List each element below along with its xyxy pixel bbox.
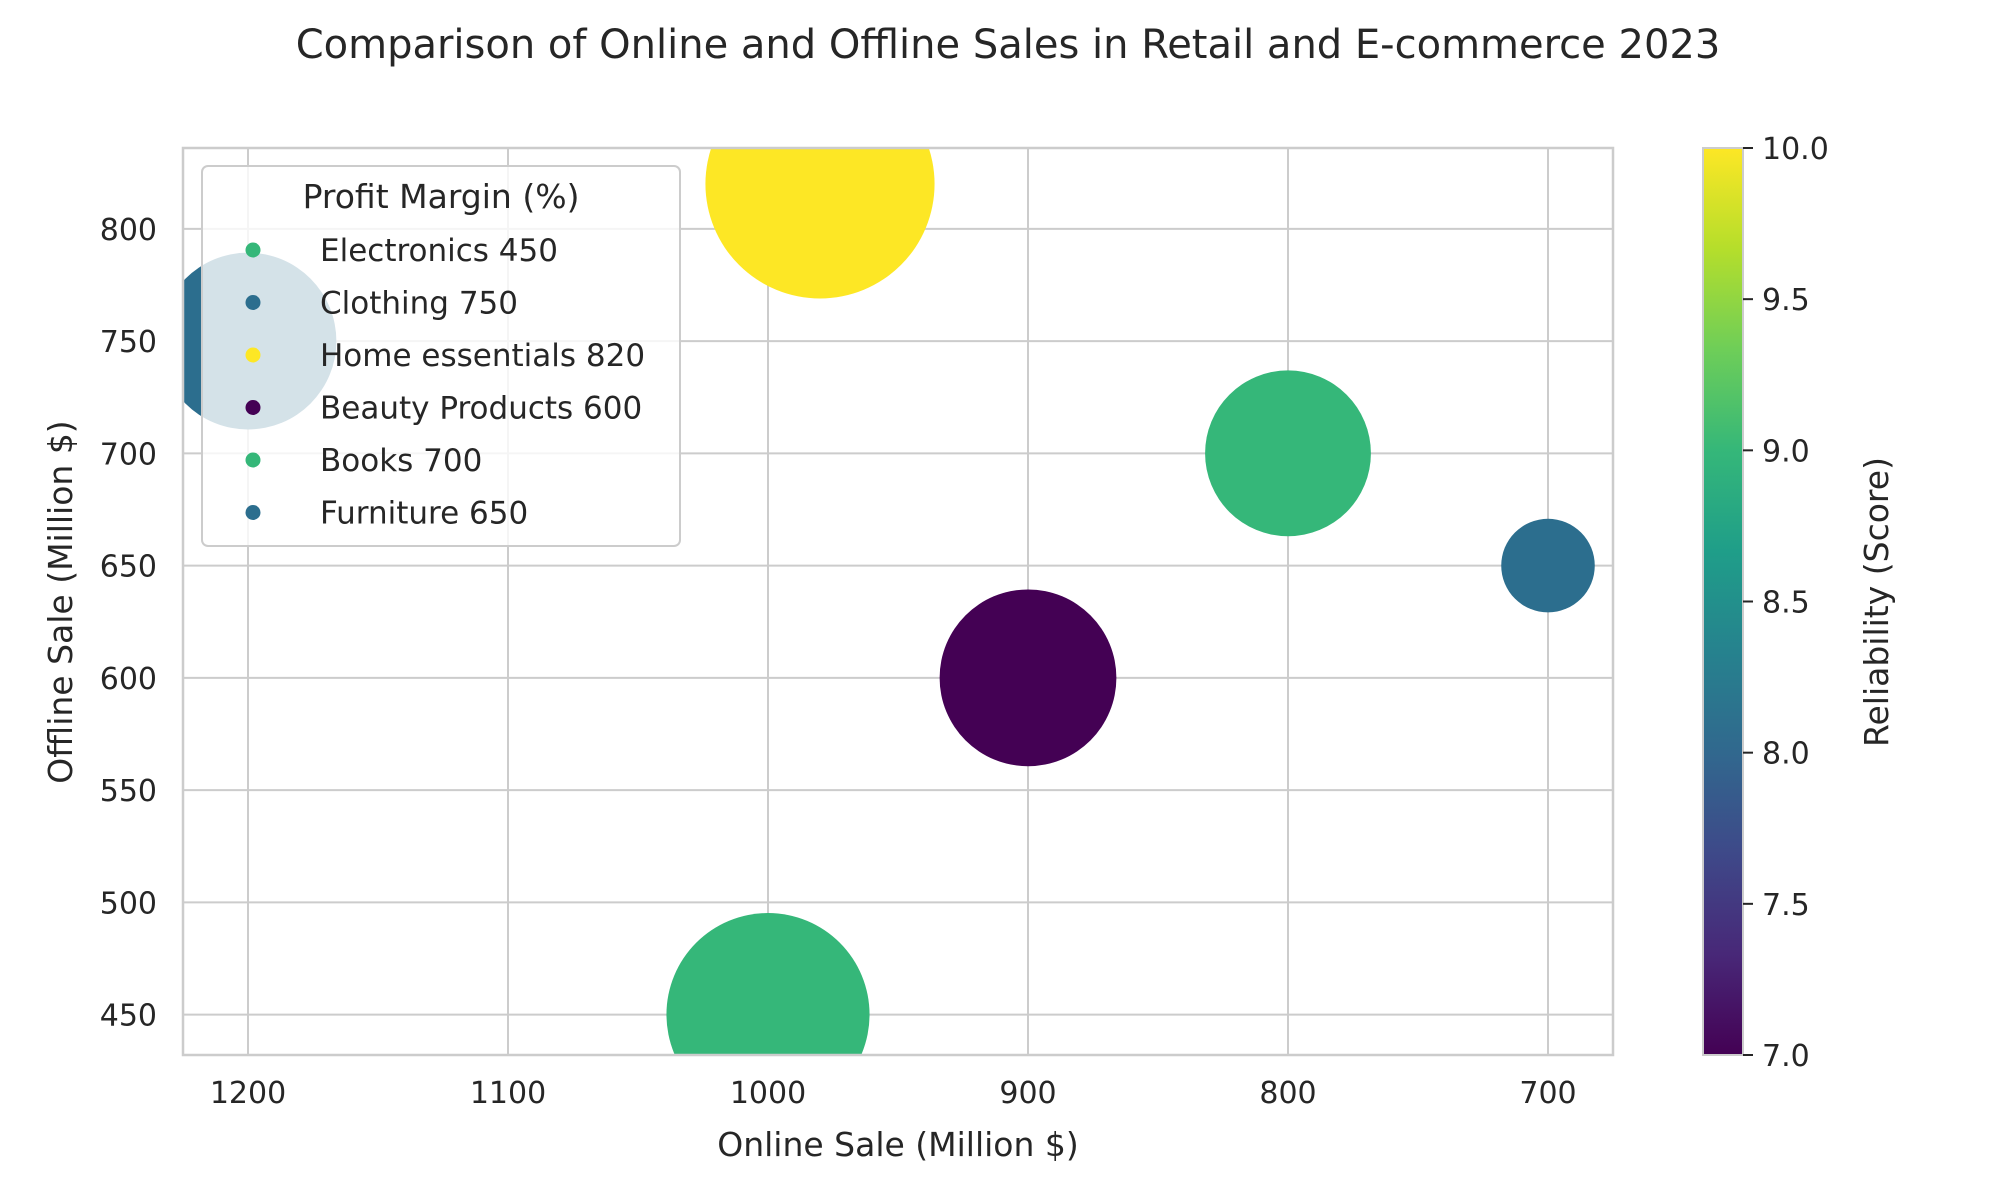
legend-entry-label: Clothing 750 [320,286,518,322]
y-tick-label: 700 [100,437,157,472]
colorbar-tick-label: 9.0 [1762,434,1810,469]
colorbar-tick-label: 10.0 [1762,132,1829,167]
x-tick-labels: 1200 1100 1000 900 800 700 [210,1076,1577,1111]
y-tick-label: 600 [100,662,157,697]
y-tick-label: 500 [100,886,157,921]
chart-title: Comparison of Online and Offline Sales i… [296,22,1721,68]
x-tick-label: 1200 [210,1076,286,1111]
colorbar-tick-label: 7.0 [1762,1039,1810,1074]
bubble-electronics [666,913,870,1055]
y-tick-label: 650 [100,550,157,585]
legend-marker [245,505,261,520]
bubble-home-essentials [705,148,935,299]
colorbar-gradient [1702,147,1744,1056]
y-tick-label: 750 [100,325,157,360]
bubble-books [1205,370,1371,537]
legend-marker [245,242,261,258]
legend-marker [245,295,261,310]
x-tick-label: 700 [1519,1076,1576,1111]
plot-frame [181,146,1615,1057]
legend-entry-label: Home essentials 820 [320,338,645,374]
x-tick-label: 900 [999,1076,1056,1111]
x-axis-label: Online Sale (Million $) [717,1125,1079,1164]
colorbar: 7.0 7.5 8.0 8.5 9.0 9.5 10.0 Reliability (Scor… [1702,132,1896,1074]
legend-entry-label: Books 700 [320,443,482,479]
colorbar-tick-label: 8.5 [1762,586,1810,621]
legend-box [201,165,681,547]
x-tick-label: 1100 [470,1076,546,1111]
legend-entry-label: Furniture 650 [320,496,528,532]
x-tick-label: 800 [1259,1076,1316,1111]
colorbar-ticks: 7.0 7.5 8.0 8.5 9.0 9.5 10.0 [1743,132,1829,1074]
legend-marker [245,400,261,415]
legend-entry-label: Electronics 450 [320,233,558,269]
legend-marker [245,452,261,468]
colorbar-label: Reliability (Score) [1857,457,1896,747]
legend-marker [245,347,261,363]
legend: Profit Margin (%) Electronics 450 Clothin… [201,165,681,547]
bubble-beauty-products [939,589,1117,767]
y-axis-label: Offline Sale (Million $) [41,420,80,783]
y-tick-label: 550 [100,774,157,809]
bubble-furniture [1501,518,1595,613]
colorbar-tick-label: 9.5 [1762,283,1810,318]
colorbar-tick-label: 7.5 [1762,888,1810,923]
y-tick-label: 800 [100,213,157,248]
y-tick-labels: 450 500 550 600 650 700 750 800 [100,213,157,1034]
legend-title: Profit Margin (%) [303,177,580,216]
legend-entry-label: Beauty Products 600 [320,391,642,427]
legend-entries: Electronics 450 Clothing 750 Home essentia… [245,233,645,532]
y-tick-label: 450 [100,999,157,1034]
x-tick-label: 1000 [730,1076,806,1111]
colorbar-tick-label: 8.0 [1762,737,1810,772]
